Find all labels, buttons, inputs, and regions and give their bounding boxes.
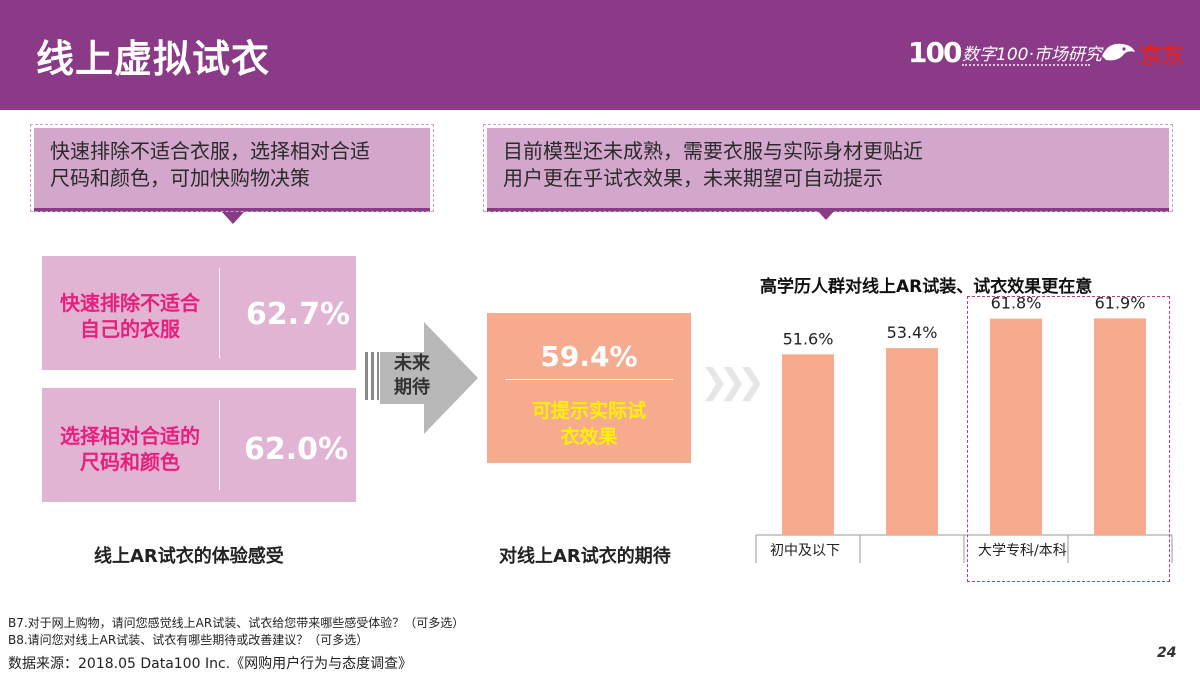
arrow-label: 未来 期待 (394, 353, 430, 398)
expectation-caption: 对线上AR试衣的期待 (499, 546, 671, 567)
chart-value-label-2: 61.8% (991, 295, 1042, 313)
header-bar (0, 0, 1200, 110)
chart-value-label-0: 51.6% (783, 329, 834, 348)
experience-value-1: 62.7% (246, 297, 351, 332)
chart-category-label-0: 初中及以下 (770, 542, 840, 559)
chart-bar-2 (990, 318, 1042, 535)
chart-category-label-2: 大学专科/本科 (978, 543, 1067, 559)
callout-right-line-1: 目前模型还未成熟，需要衣服与实际身材更贴近 (503, 139, 923, 163)
experience-label-2: 选择相对合适的 尺码和颜色 (60, 424, 200, 474)
callout-left: 快速排除不适合衣服，选择相对合适 尺码和颜色，可加快购物决策 (30, 124, 434, 212)
data-source: 数据来源：2018.05 Data100 Inc.《网购用户行为与态度调查》 (8, 656, 413, 672)
footnote-q1: B7.对于网上购物，请问您感觉线上AR试装、试衣给您带来哪些感受体验？（可多选） (8, 616, 465, 630)
callout-right-line-2: 用户更在乎试衣效果，未来期望可自动提示 (503, 166, 883, 190)
brand-logo: 100 (908, 36, 962, 69)
experience-divider-2 (219, 400, 220, 490)
education-bar-chart: 51.6% 初中及以下 53.4% 61.8% 大学专科/本科 61.9% (755, 295, 1173, 563)
chart-bar-3 (1094, 318, 1146, 535)
arrow-right-icon (380, 322, 478, 434)
partner-logo: 京东 (1140, 44, 1185, 69)
experience-label-1: 快速排除不适合 自己的衣服 (60, 291, 200, 341)
expectation-value: 59.4% (540, 340, 638, 373)
experience-box-1 (42, 256, 356, 370)
chart-value-label-3: 61.9% (1095, 295, 1146, 312)
expectation-box (487, 313, 691, 463)
expectation-label: 可提示实际试 衣效果 (531, 400, 646, 448)
jd-dog-icon (1102, 43, 1135, 61)
chart-value-label-1: 53.4% (887, 323, 938, 342)
callout-left-line-1: 快速排除不适合衣服，选择相对合适 (50, 139, 370, 163)
brand-name: 数字100·市场研究 (962, 45, 1102, 65)
highlight-box (967, 296, 1170, 582)
arrow-tail-lines (365, 352, 379, 400)
chevrons-right-icon: ❯❯❯ (700, 362, 766, 402)
experience-box-2 (42, 388, 356, 502)
page-title: 线上虚拟试衣 (36, 37, 271, 81)
experience-caption: 线上AR试衣的体验感受 (94, 546, 284, 567)
callout-right: 目前模型还未成熟，需要衣服与实际身材更贴近 用户更在乎试衣效果，未来期望可自动提… (483, 124, 1173, 212)
callout-left-line-2: 尺码和颜色，可加快购物决策 (50, 166, 310, 190)
chart-title: 高学历人群对线上AR试装、试衣效果更在意 (760, 277, 1093, 297)
footnote-q2: B8.请问您对线上AR试装、试衣有哪些期待或改善建议？（可多选） (8, 633, 369, 647)
page-number: 24 (1157, 645, 1177, 661)
expectation-divider (505, 379, 673, 380)
experience-value-2: 62.0% (244, 432, 349, 467)
brand-underline (962, 64, 1090, 69)
experience-divider-1 (219, 268, 220, 358)
callout-left-tail (222, 212, 244, 224)
callout-right-tail (815, 208, 837, 220)
chart-bar-0 (782, 354, 834, 535)
chart-bar-1 (886, 348, 938, 535)
